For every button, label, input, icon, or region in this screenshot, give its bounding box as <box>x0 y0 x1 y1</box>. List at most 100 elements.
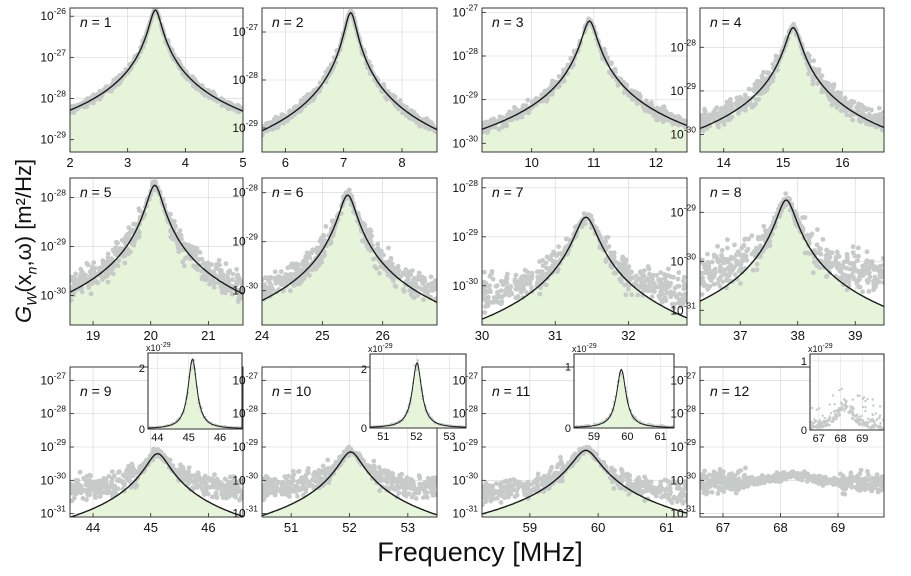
data-point <box>865 267 871 273</box>
data-point <box>775 67 780 73</box>
panel-label-var: n <box>80 14 88 30</box>
data-point <box>186 481 192 486</box>
data-point <box>408 272 414 278</box>
data-point <box>742 236 748 242</box>
data-point <box>97 484 103 490</box>
data-point <box>730 267 736 273</box>
data-point <box>518 114 524 120</box>
data-point <box>228 288 233 293</box>
data-point <box>842 95 848 101</box>
data-point <box>752 82 758 87</box>
data-point <box>877 272 883 278</box>
data-point <box>665 284 671 290</box>
inset-plot <box>148 353 242 429</box>
y-tick-exponent: -29 <box>54 130 67 140</box>
data-point <box>113 490 118 496</box>
data-point <box>651 289 657 294</box>
x-tick-label: 30 <box>475 328 489 343</box>
data-point <box>117 246 122 252</box>
data-point <box>219 290 225 295</box>
data-point <box>521 286 526 292</box>
data-point <box>170 233 176 238</box>
data-point <box>403 267 409 273</box>
data-point <box>809 231 815 237</box>
data-point <box>756 96 762 102</box>
data-point <box>108 270 114 275</box>
data-point <box>877 119 883 125</box>
data-point <box>425 289 431 294</box>
data-point <box>424 284 430 290</box>
data-point <box>854 280 860 286</box>
data-point <box>877 111 883 117</box>
data-point <box>176 245 182 251</box>
data-point <box>120 472 126 478</box>
fit-area-fill <box>70 10 243 152</box>
data-point <box>658 280 663 286</box>
y-tick-exponent: -27 <box>466 2 479 12</box>
data-point <box>867 274 873 280</box>
data-point <box>204 273 210 279</box>
data-point <box>88 483 94 488</box>
data-point <box>234 266 240 272</box>
data-point <box>851 99 857 105</box>
data-point <box>81 487 87 493</box>
data-point <box>428 274 434 280</box>
data-point <box>384 96 390 102</box>
data-point <box>105 255 111 261</box>
data-point <box>230 271 236 277</box>
data-point <box>810 75 816 81</box>
plot-area <box>262 444 437 517</box>
data-point <box>141 461 147 467</box>
fit-curve <box>70 9 243 112</box>
data-point <box>668 291 674 297</box>
y-tick-exponent: -29 <box>246 118 259 128</box>
data-point <box>487 119 493 124</box>
data-point <box>865 280 871 285</box>
data-point <box>634 278 639 283</box>
y-tick-label: 10-29 <box>40 437 66 454</box>
y-tick-label: 10-27 <box>40 370 66 387</box>
data-point <box>179 475 184 481</box>
data-point <box>724 272 729 277</box>
y-tick-exponent: -28 <box>684 37 697 47</box>
data-point <box>712 254 717 260</box>
data-point <box>681 118 686 123</box>
inset-fit-curve <box>148 358 242 429</box>
plot-area <box>262 9 437 152</box>
data-point <box>791 23 796 29</box>
data-point <box>168 228 173 234</box>
data-point <box>881 262 884 268</box>
y-tick-exponent: -30 <box>246 281 259 291</box>
x-tick-label: 3 <box>124 155 131 170</box>
data-point <box>659 287 665 293</box>
data-point <box>824 247 830 253</box>
data-point <box>736 110 741 116</box>
y-tick-exponent: -30 <box>684 251 697 261</box>
data-point <box>700 121 703 127</box>
y-tick-exponent: -28 <box>54 89 67 99</box>
y-tick-label: 10-29 <box>670 202 696 219</box>
y-tick-exponent: -31 <box>54 504 67 514</box>
data-point <box>85 262 91 268</box>
y-tick-exponent: -30 <box>466 133 479 143</box>
data-point <box>700 113 705 118</box>
fit-curve <box>70 184 243 295</box>
data-point <box>102 489 108 495</box>
data-point <box>264 288 270 294</box>
y-tick-exponent: -30 <box>54 286 67 296</box>
data-point <box>127 229 133 235</box>
x-tick-label: 15 <box>776 155 790 170</box>
data-point <box>199 275 205 280</box>
data-point <box>125 471 131 476</box>
data-point <box>554 260 560 266</box>
y-tick-label: 10-29 <box>40 130 66 147</box>
data-point <box>262 132 265 138</box>
data-point <box>193 481 199 487</box>
data-point <box>323 224 329 229</box>
data-point <box>624 273 630 279</box>
data-point <box>871 267 877 272</box>
data-point <box>108 88 114 94</box>
